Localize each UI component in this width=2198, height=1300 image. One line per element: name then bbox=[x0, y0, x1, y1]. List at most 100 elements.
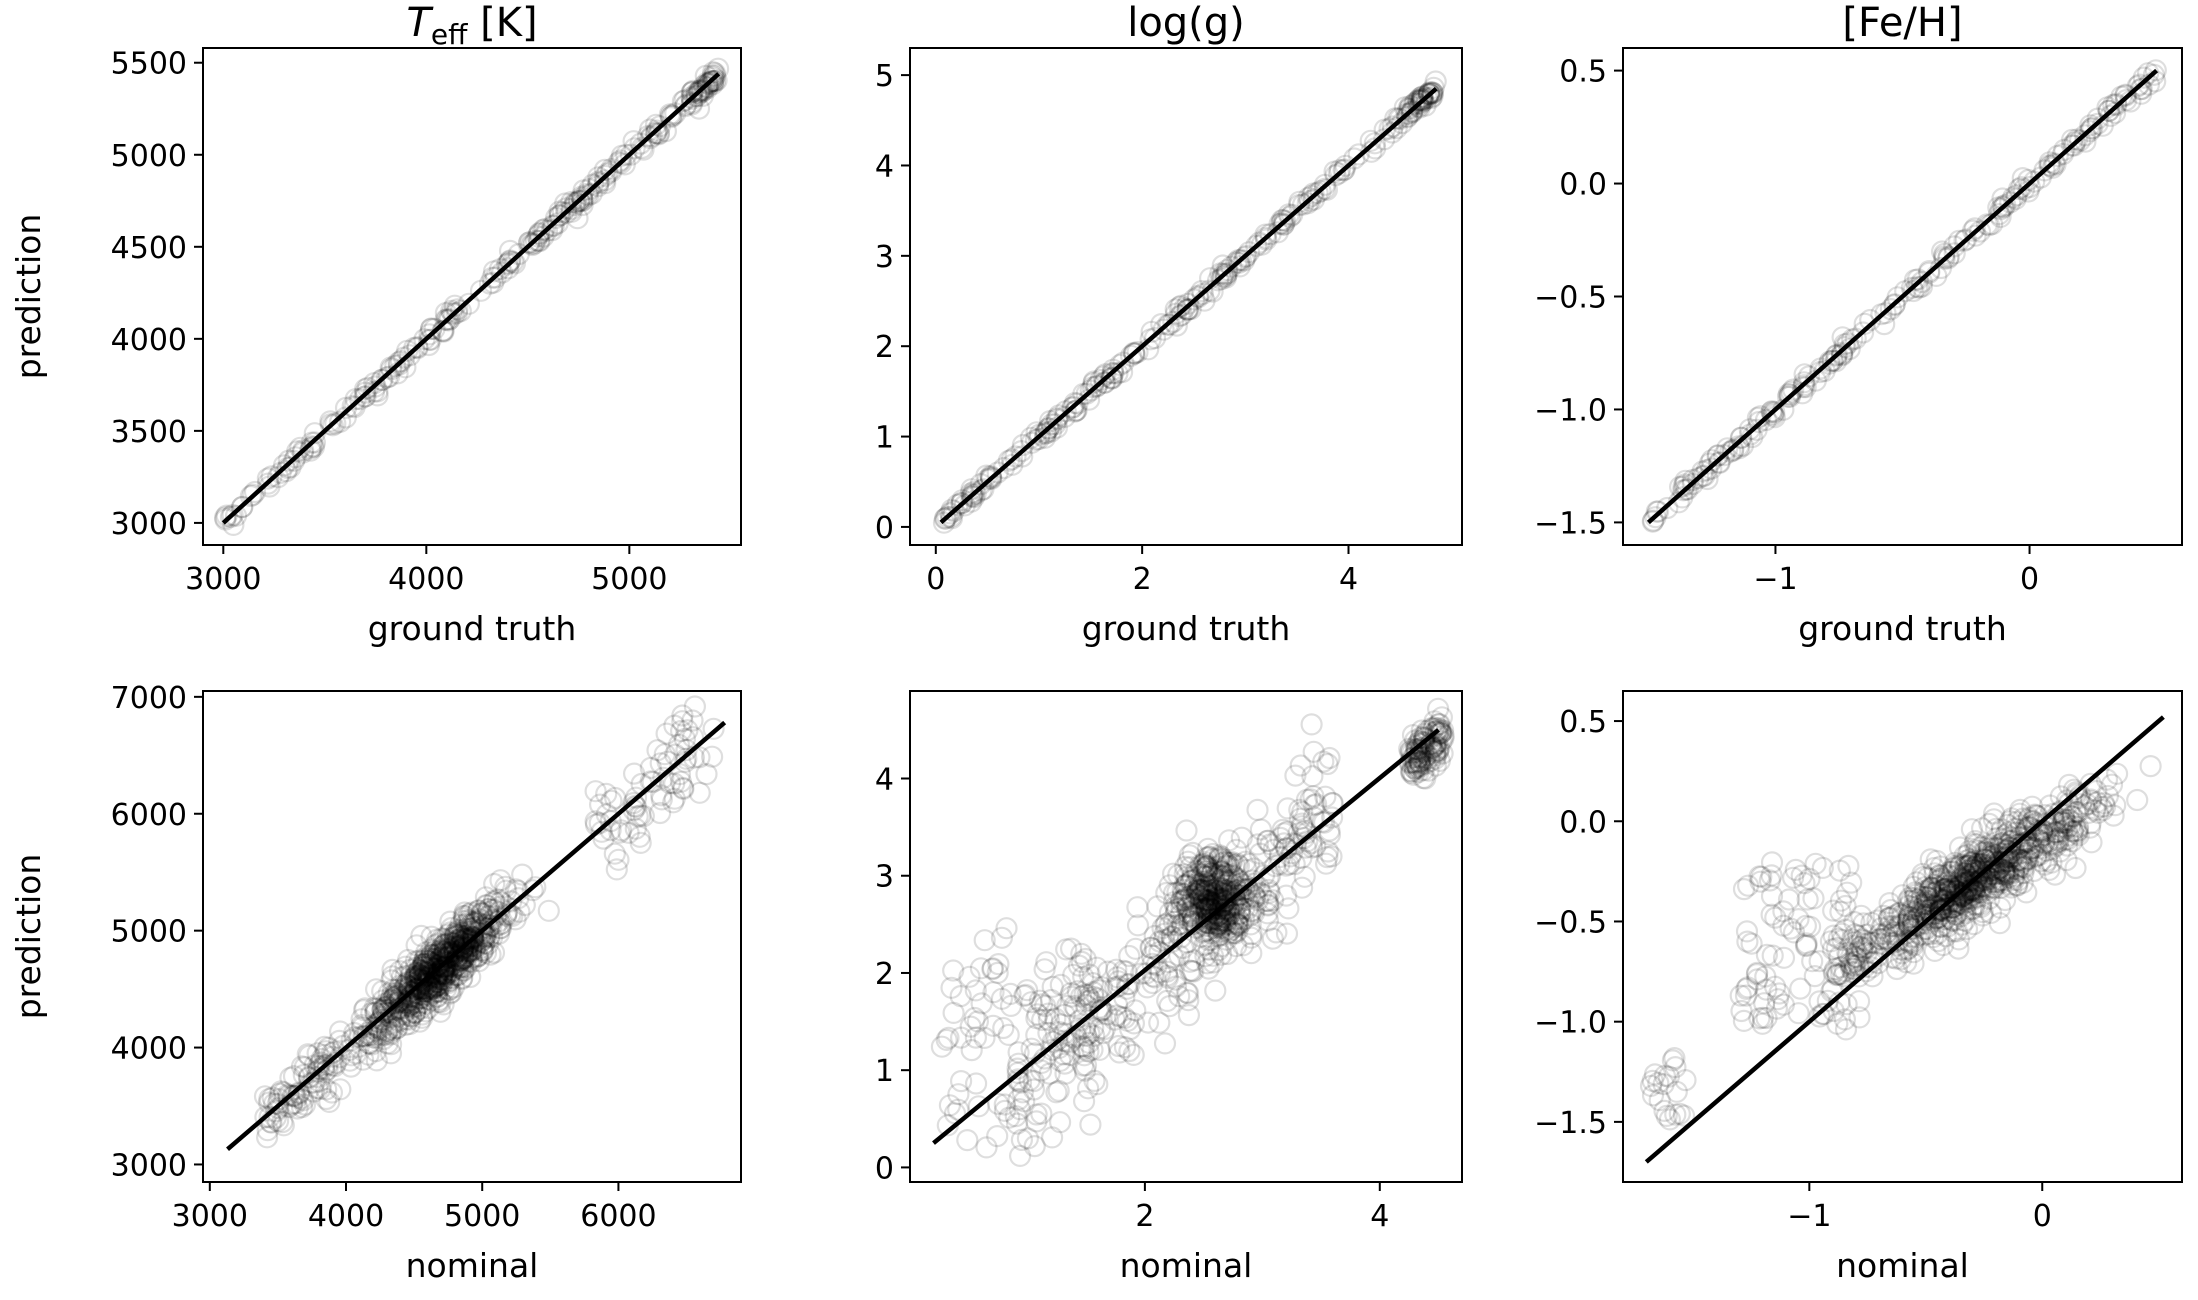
data-point bbox=[1302, 806, 1325, 829]
data-point bbox=[1037, 1021, 1060, 1045]
data-point bbox=[470, 902, 493, 926]
data-point bbox=[645, 122, 668, 145]
data-point bbox=[419, 978, 443, 1001]
data-point bbox=[2065, 781, 2088, 804]
data-point bbox=[1087, 979, 1110, 1002]
data-point bbox=[1076, 1077, 1100, 1100]
data-point bbox=[662, 791, 685, 814]
data-point bbox=[1847, 924, 1870, 948]
data-point bbox=[419, 966, 442, 990]
y-tick-label: −1.0 bbox=[1534, 393, 1607, 428]
data-point bbox=[1794, 376, 1817, 399]
data-point bbox=[1283, 852, 1306, 876]
data-point bbox=[528, 223, 551, 246]
data-point bbox=[440, 981, 463, 1004]
y-tick-label: −1.0 bbox=[1534, 1006, 1607, 1041]
data-point bbox=[636, 125, 660, 148]
data-point bbox=[1959, 869, 1982, 892]
data-point bbox=[1971, 841, 1994, 864]
data-point bbox=[1209, 859, 1232, 883]
data-point bbox=[1221, 863, 1244, 886]
data-point bbox=[959, 1015, 982, 1038]
data-point bbox=[1822, 961, 1845, 984]
data-point bbox=[260, 465, 283, 488]
data-point bbox=[581, 173, 605, 196]
axes-frame bbox=[909, 690, 1463, 1183]
data-point bbox=[400, 984, 423, 1007]
data-point bbox=[1960, 818, 1984, 841]
data-point bbox=[593, 169, 617, 192]
data-point bbox=[1101, 358, 1125, 381]
data-point bbox=[435, 962, 459, 986]
data-point bbox=[1945, 879, 1968, 902]
data-point bbox=[1422, 717, 1445, 741]
data-point bbox=[386, 978, 409, 1002]
data-point bbox=[446, 934, 470, 958]
data-point bbox=[1175, 874, 1198, 897]
data-point bbox=[1164, 895, 1187, 918]
data-point bbox=[419, 984, 442, 1007]
data-point bbox=[1997, 820, 2021, 844]
data-point bbox=[1259, 833, 1282, 856]
data-point bbox=[1410, 89, 1433, 112]
data-point bbox=[1802, 887, 1825, 910]
data-point bbox=[1921, 881, 1944, 905]
data-point bbox=[1829, 900, 1852, 924]
data-point bbox=[1181, 902, 1204, 925]
data-point bbox=[2009, 814, 2032, 837]
data-point bbox=[1430, 721, 1453, 744]
data-point bbox=[624, 817, 647, 840]
data-point bbox=[1250, 233, 1273, 256]
data-point bbox=[409, 978, 432, 1001]
data-point bbox=[449, 955, 472, 978]
data-point bbox=[2097, 99, 2120, 122]
data-point bbox=[986, 1124, 1009, 1148]
data-point bbox=[1193, 934, 1216, 957]
data-point bbox=[1207, 857, 1231, 881]
data-point bbox=[1960, 851, 1983, 874]
data-point bbox=[1246, 833, 1269, 856]
data-point bbox=[435, 954, 458, 977]
data-point bbox=[1216, 869, 1239, 892]
data-point bbox=[1904, 901, 1927, 924]
data-point bbox=[1215, 918, 1238, 942]
data-point bbox=[1304, 792, 1328, 816]
data-point bbox=[478, 914, 501, 937]
data-point bbox=[1940, 860, 1963, 883]
data-point bbox=[447, 935, 470, 959]
data-point bbox=[413, 949, 436, 972]
data-point bbox=[1298, 189, 1322, 212]
data-point bbox=[1939, 865, 1962, 888]
data-point bbox=[423, 934, 447, 957]
data-point bbox=[1040, 988, 1063, 1012]
data-point bbox=[526, 225, 549, 248]
data-point bbox=[403, 336, 426, 359]
data-point bbox=[1088, 996, 1112, 1019]
data-point bbox=[487, 922, 511, 945]
data-point bbox=[1933, 877, 1957, 901]
data-point bbox=[1223, 887, 1246, 910]
data-point bbox=[1843, 910, 1866, 934]
data-point bbox=[1258, 881, 1281, 904]
data-point bbox=[664, 102, 687, 125]
data-point bbox=[1891, 913, 1914, 936]
data-point bbox=[433, 955, 456, 978]
data-point bbox=[1037, 1008, 1060, 1032]
data-point bbox=[1922, 926, 1945, 949]
data-point bbox=[999, 994, 1023, 1018]
data-point bbox=[1191, 282, 1215, 305]
data-point bbox=[956, 1128, 979, 1152]
data-point bbox=[443, 925, 466, 948]
data-point bbox=[1971, 875, 1994, 898]
data-point bbox=[1642, 509, 1665, 532]
data-point bbox=[1136, 1011, 1160, 1034]
data-point bbox=[478, 911, 501, 934]
data-point bbox=[365, 978, 388, 1001]
data-point bbox=[2023, 170, 2046, 193]
data-point bbox=[2004, 850, 2028, 873]
data-point bbox=[276, 456, 299, 480]
data-point bbox=[427, 976, 450, 999]
data-point bbox=[1074, 1024, 1098, 1047]
data-point bbox=[1798, 915, 1822, 938]
data-point bbox=[405, 961, 428, 985]
